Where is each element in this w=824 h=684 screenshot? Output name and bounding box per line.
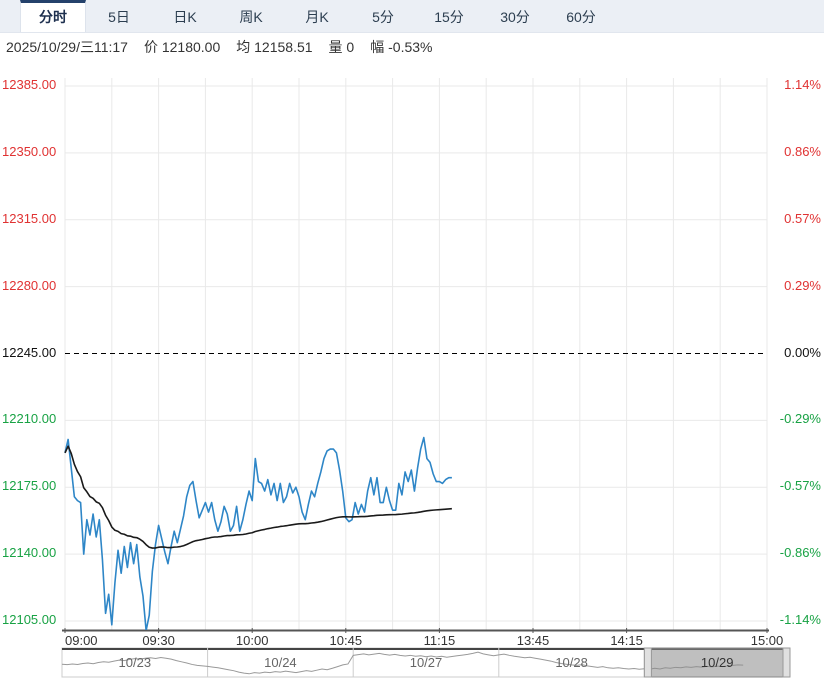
tab-weekly-k[interactable]: 周K	[239, 9, 263, 25]
time-axis-label: 11:15	[423, 633, 456, 648]
nav-selection-left-handle[interactable]	[643, 647, 652, 678]
time-axis-label: 09:00	[65, 633, 98, 648]
tab-60min[interactable]: 60分	[566, 9, 596, 25]
tab-daily-k[interactable]: 日K	[173, 9, 197, 25]
percent-axis-label: -0.57%	[779, 478, 821, 494]
price-axis-label: 12210.00	[2, 411, 57, 427]
time-axis-label: 13:45	[516, 633, 550, 648]
percent-axis-label: 0.57%	[784, 210, 821, 226]
price-axis-label: 12315.00	[2, 210, 57, 226]
percent-axis-label: -1.14%	[779, 612, 821, 627]
period-tabbar: 分时 5日 日K 周K 月K 5分 15分 30分 60分	[0, 0, 824, 33]
percent-axis-label: 0.29%	[784, 277, 821, 293]
nav-selection[interactable]	[643, 647, 791, 678]
quote-info-bar: 2025/10/29/三11:17 价 12180.00 均 12158.51 量 …	[0, 33, 824, 61]
tab-5min[interactable]: 5分	[372, 9, 394, 25]
price-axis-label: 12350.00	[2, 143, 57, 159]
nav-day-10-28[interactable]: 10/28	[555, 655, 588, 670]
quote-field-1: 均 12158.51	[236, 39, 313, 55]
nav-day-10-29[interactable]: 10/29	[700, 655, 734, 670]
time-axis-label: 14:15	[610, 633, 643, 648]
tab-15min[interactable]: 15分	[434, 9, 464, 25]
percent-axis-label: -0.86%	[779, 545, 821, 561]
time-axis-label: 09:30	[142, 633, 175, 648]
price-axis-label: 12175.00	[2, 478, 57, 494]
nav-day-10-23[interactable]: 10/23	[118, 655, 152, 670]
price-axis-label: 12140.00	[2, 545, 57, 561]
nav-day-10-24[interactable]: 10/24	[264, 655, 297, 670]
tab-monthly-k[interactable]: 月K	[305, 9, 329, 25]
nav-sparkline	[61, 651, 744, 675]
price-axis-label: 12385.00	[2, 77, 57, 92]
quote-field-0: 价 12180.00	[143, 39, 221, 55]
quote-field-3: 幅 -0.53%	[370, 39, 433, 55]
price-axis-label: 12245.00	[2, 344, 57, 360]
price-line	[64, 436, 452, 630]
tab-30min[interactable]: 30分	[500, 9, 530, 25]
nav-selection-right-handle[interactable]	[782, 647, 791, 678]
time-axis-label: 15:00	[750, 633, 784, 648]
percent-axis-label: 1.14%	[784, 77, 821, 92]
quote-datetime: 2025/10/29/三11:17	[6, 39, 128, 55]
price-axis-label: 12280.00	[2, 277, 57, 293]
quote-field-2: 量 0	[328, 39, 355, 55]
tab-5day[interactable]: 5日	[108, 9, 130, 25]
percent-axis-label: -0.29%	[779, 411, 821, 427]
percent-axis-label: 0.00%	[784, 344, 821, 360]
price-axis-label: 12105.00	[2, 612, 57, 627]
nav-day-10-27[interactable]: 10/27	[409, 655, 443, 670]
time-axis-label: 10:00	[235, 633, 269, 648]
time-axis-label: 10:45	[329, 633, 363, 648]
percent-axis-label: 0.86%	[784, 143, 821, 159]
tab-intraday[interactable]: 分时	[20, 0, 86, 32]
average-line	[64, 445, 452, 549]
